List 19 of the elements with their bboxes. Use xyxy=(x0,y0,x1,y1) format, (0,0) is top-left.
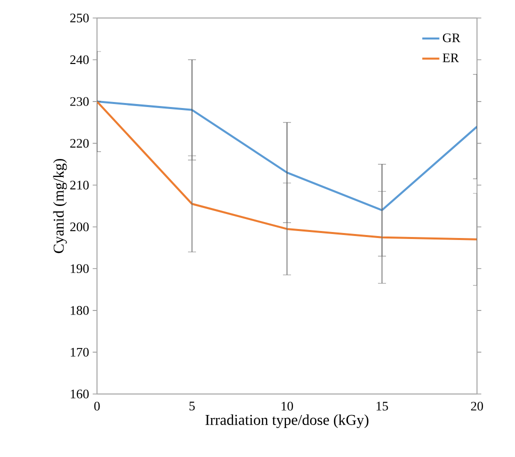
y-tick-label: 210 xyxy=(70,180,89,190)
y-tick-label: 190 xyxy=(70,264,89,274)
y-tick-label: 200 xyxy=(70,222,89,232)
y-tick-label: 170 xyxy=(70,348,89,357)
y-tick-label: 180 xyxy=(70,306,89,315)
y-axis-title: Cyanid (mg/kg) xyxy=(53,158,67,254)
x-tick-label: 0 xyxy=(94,402,100,411)
y-tick-label: 230 xyxy=(70,97,89,106)
y-tick-label: 160 xyxy=(70,390,89,398)
x-tick-label: 10 xyxy=(282,402,294,411)
legend-label: GR xyxy=(442,33,460,42)
legend-label: ER xyxy=(442,54,459,62)
x-tick-label: 20 xyxy=(471,402,483,411)
x-tick-label: 15 xyxy=(376,402,388,410)
y-tick-label: 220 xyxy=(70,138,89,148)
x-tick-label: 5 xyxy=(190,402,195,410)
y-tick-label: 240 xyxy=(70,55,89,64)
y-tick-label: 250 xyxy=(70,14,89,22)
x-axis-title: Irradiation type/dose (kGy) xyxy=(205,414,368,428)
